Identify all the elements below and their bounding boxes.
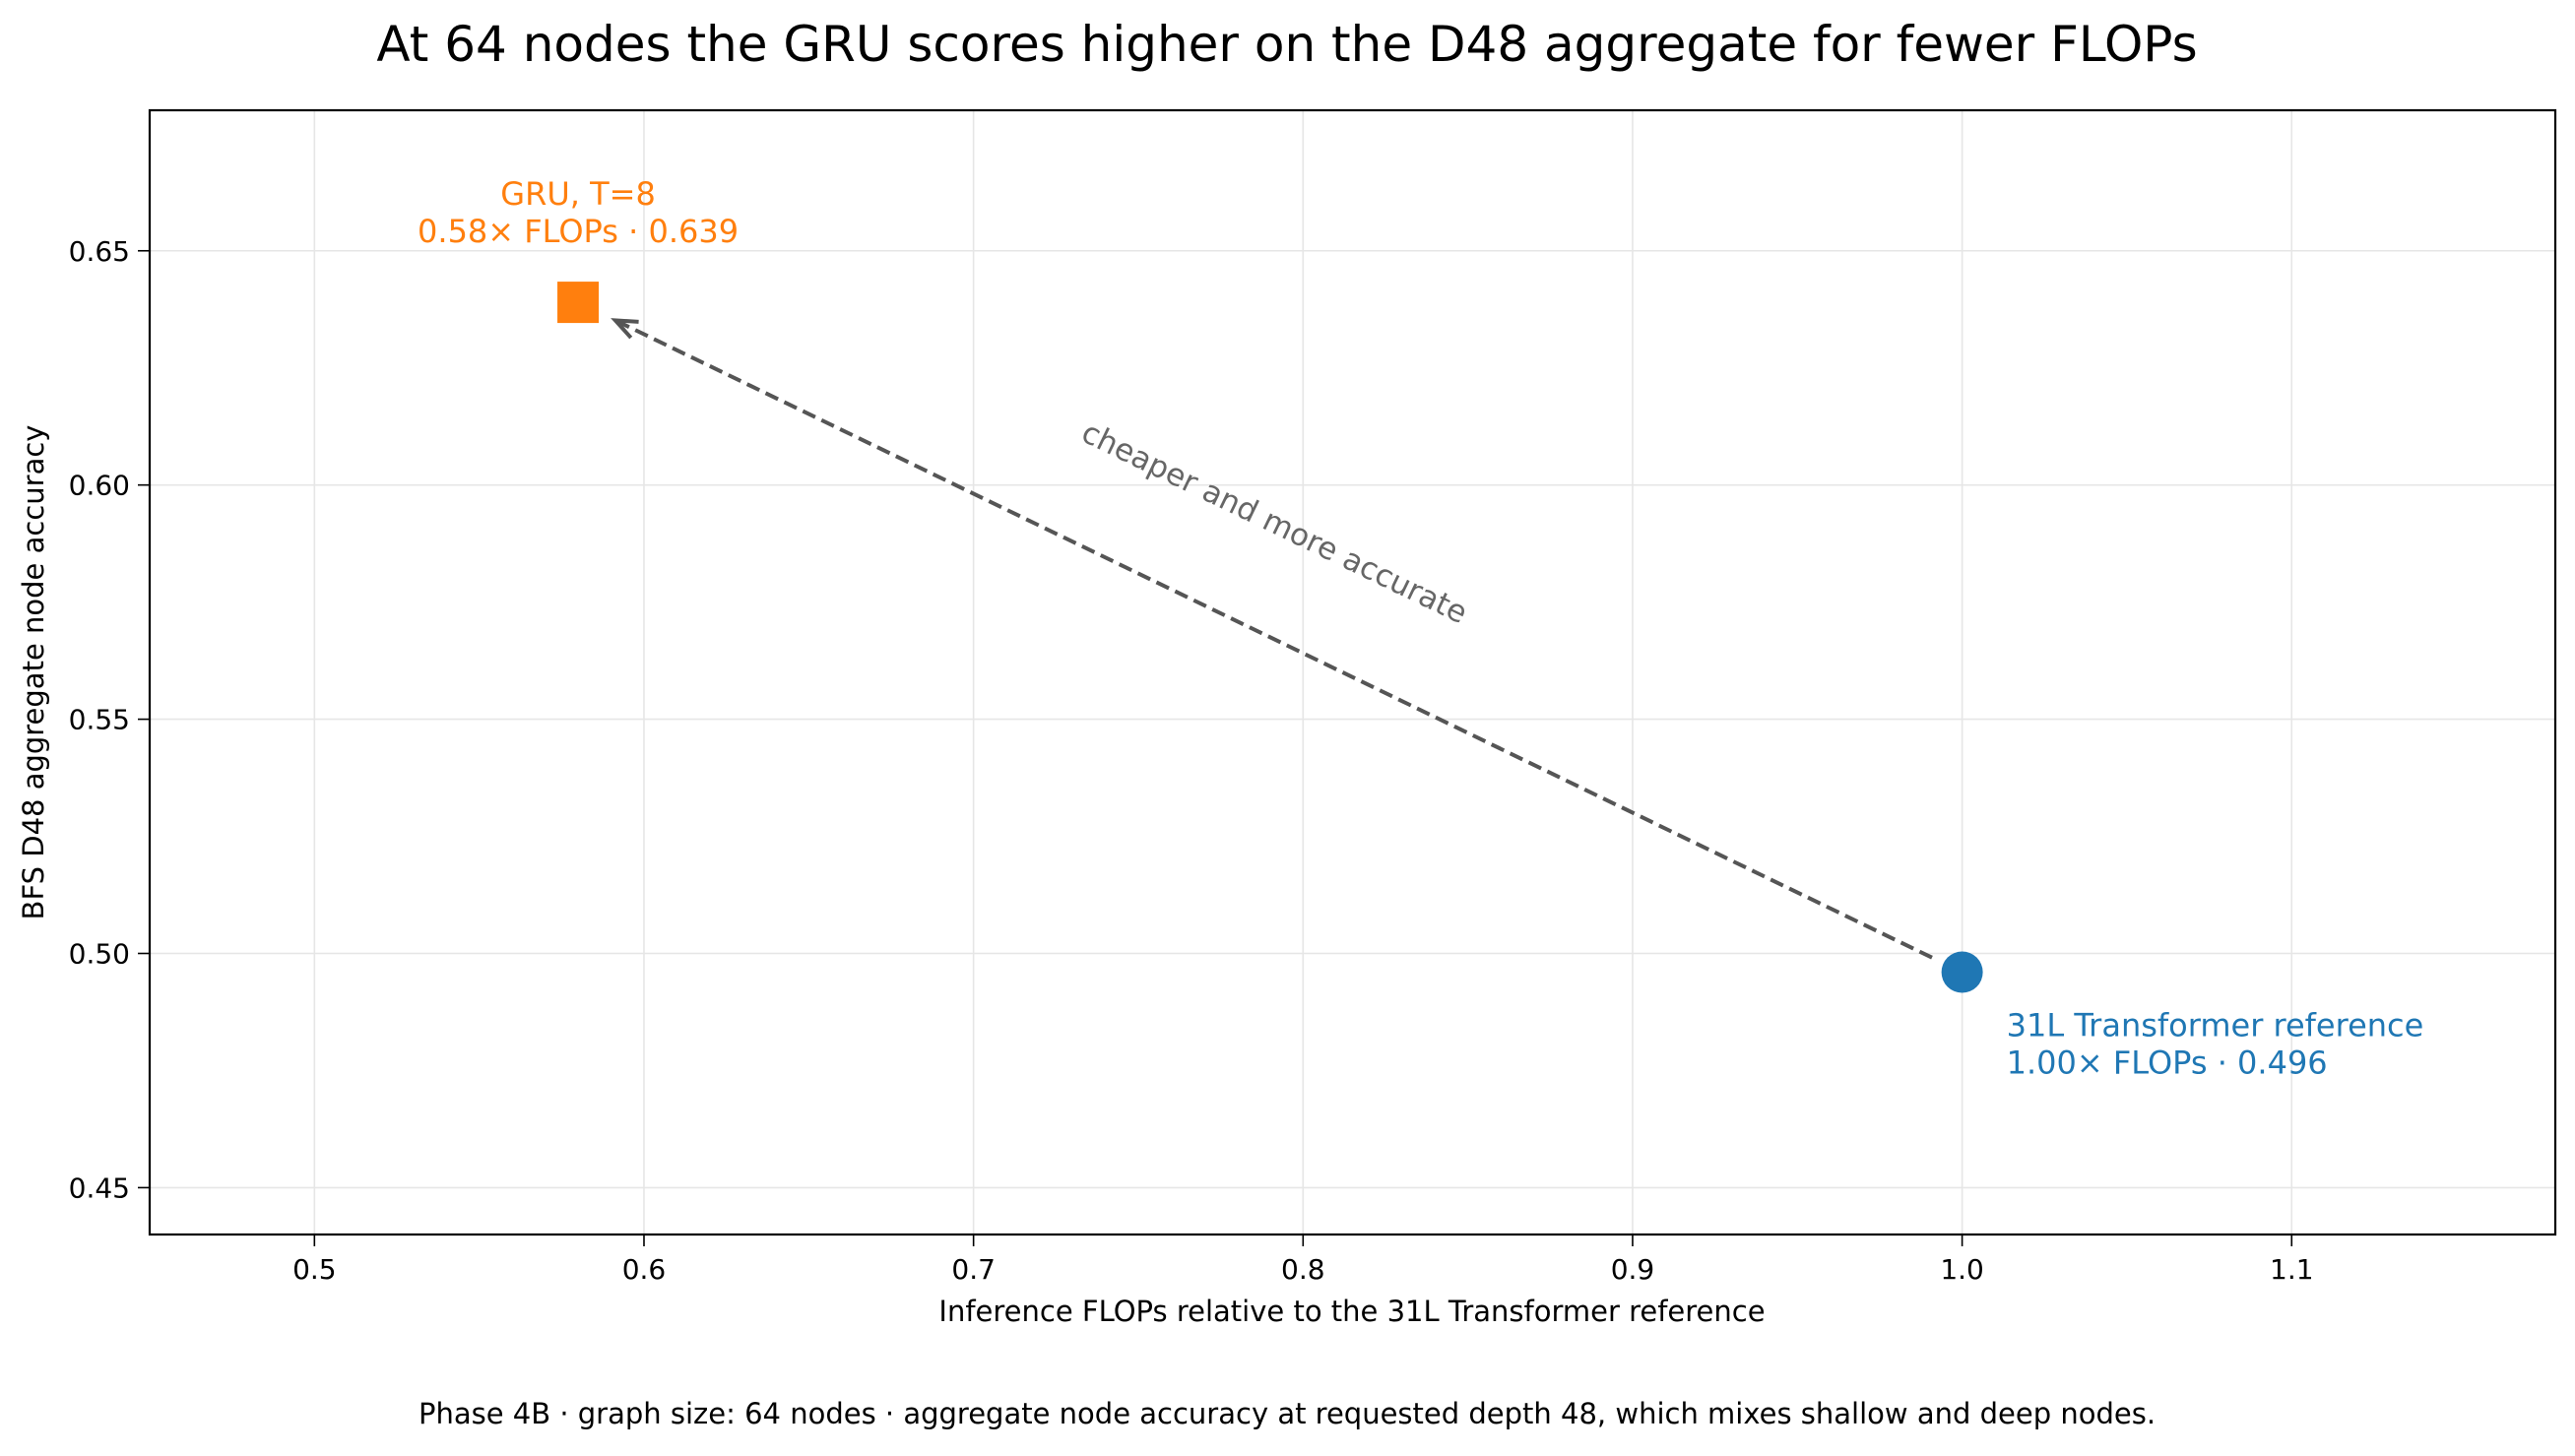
point-label: 31L Transformer reference 1.00× FLOPs · 0… bbox=[2007, 1007, 2424, 1082]
arrow-shaft bbox=[613, 318, 1933, 960]
x-tick-label: 0.7 bbox=[951, 1253, 996, 1286]
y-tick-label: 0.45 bbox=[69, 1171, 130, 1204]
plot-area-frame bbox=[148, 108, 2557, 1236]
x-tick-label: 1.0 bbox=[1940, 1253, 1984, 1286]
grid-lines bbox=[150, 110, 2555, 1234]
x-axis-label: Inference FLOPs relative to the 31L Tran… bbox=[938, 1295, 1765, 1328]
data-points: 31L Transformer reference 1.00× FLOPs · 0… bbox=[418, 175, 2423, 1081]
x-tick-label: 1.1 bbox=[2270, 1253, 2314, 1286]
arrow-annotation: cheaper and more accurate bbox=[1076, 414, 1473, 631]
x-tick-label: 0.5 bbox=[292, 1253, 337, 1286]
arrow-group bbox=[611, 318, 1933, 960]
y-tick-label: 0.55 bbox=[69, 704, 130, 736]
point-label: GRU, T=8 0.58× FLOPs · 0.639 bbox=[418, 175, 739, 250]
y-axis-label: BFS D48 aggregate node accuracy bbox=[17, 425, 50, 920]
figure-footnote: Phase 4B · graph size: 64 nodes · aggreg… bbox=[418, 1397, 2156, 1430]
gru-point bbox=[557, 282, 600, 324]
point-label-line: 0.58× FLOPs · 0.639 bbox=[418, 213, 739, 250]
chart-title: At 64 nodes the GRU scores higher on the… bbox=[376, 16, 2197, 73]
point-label-line: 1.00× FLOPs · 0.496 bbox=[2007, 1045, 2328, 1082]
transformer-reference-point bbox=[1941, 951, 1983, 993]
x-tick-label: 0.9 bbox=[1611, 1253, 1655, 1286]
y-tick-label: 0.65 bbox=[69, 235, 130, 268]
x-tick-label: 0.8 bbox=[1281, 1253, 1325, 1286]
x-tick-label: 0.6 bbox=[622, 1253, 667, 1286]
arrow-head bbox=[611, 318, 639, 340]
axis-ticks: 0.5 0.6 0.7 0.8 0.9 1.0 1.1 0.45 0.50 0.55 0.60 0.6… bbox=[69, 235, 2314, 1286]
point-label-line: GRU, T=8 bbox=[500, 175, 656, 213]
y-tick-label: 0.50 bbox=[69, 938, 130, 971]
y-tick-label: 0.60 bbox=[69, 470, 130, 502]
point-label-line: 31L Transformer reference bbox=[2007, 1007, 2424, 1045]
